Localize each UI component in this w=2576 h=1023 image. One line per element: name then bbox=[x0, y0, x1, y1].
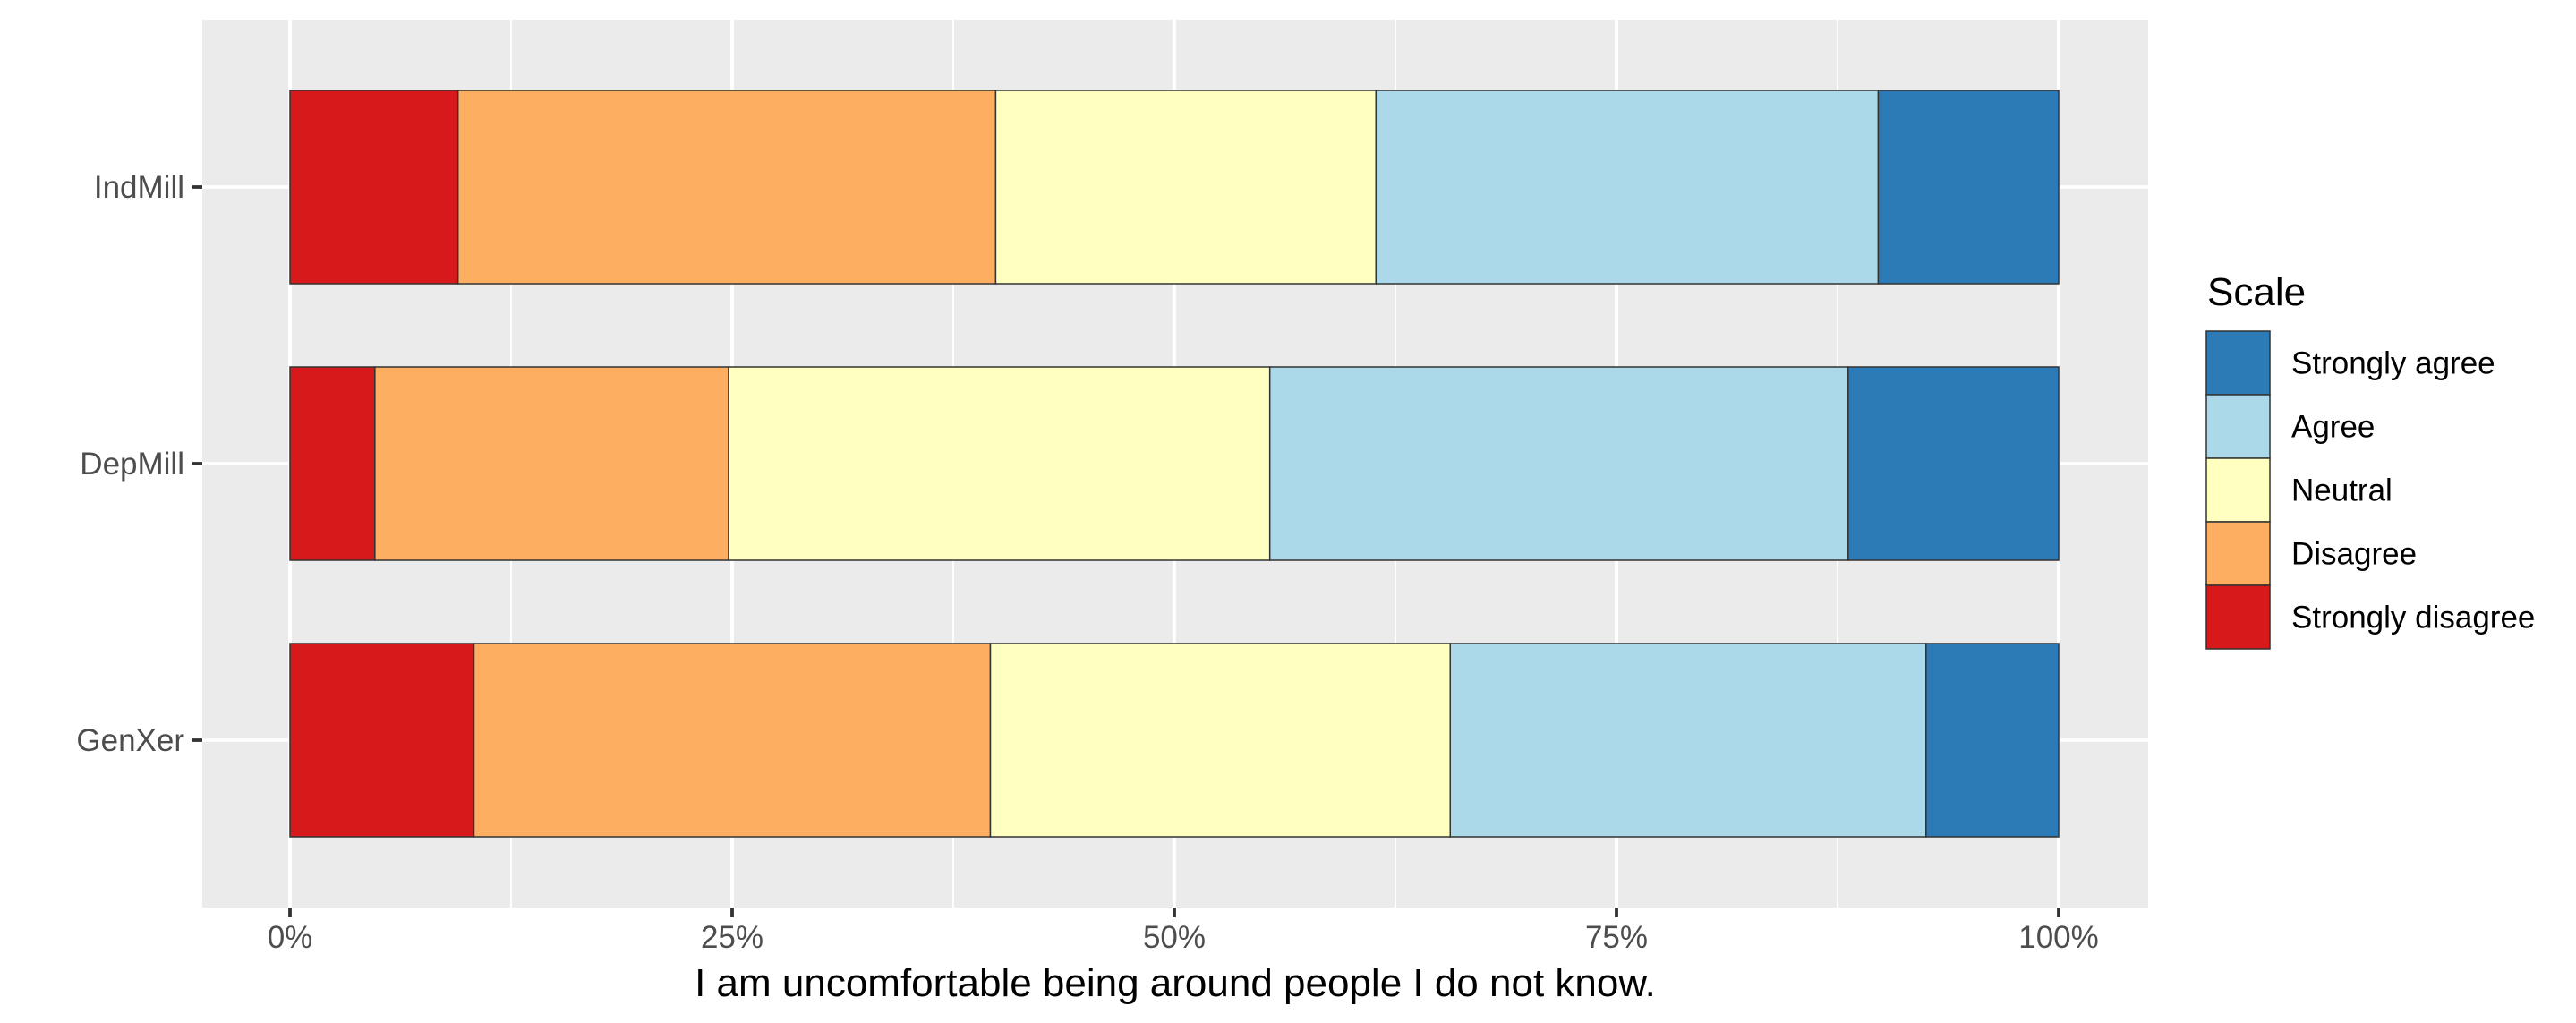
bar-segment-depmill-disagree bbox=[374, 366, 729, 561]
bars bbox=[289, 90, 2060, 838]
legend-key-neutral bbox=[2205, 457, 2271, 523]
bar-segment-indmill-neutral bbox=[994, 90, 1378, 285]
x-tick-label: 0% bbox=[268, 920, 313, 955]
y-axis: IndMill DepMill GenXer bbox=[76, 170, 202, 758]
bar-segment-genxer-neutral bbox=[989, 643, 1452, 838]
legend-key-strongly-agree bbox=[2205, 330, 2271, 396]
bar-segment-depmill-strongly-disagree bbox=[289, 366, 376, 561]
bar-segment-depmill-neutral bbox=[728, 366, 1271, 561]
y-tick-label: GenXer bbox=[76, 723, 184, 758]
bar-segment-depmill-agree bbox=[1268, 366, 1849, 561]
y-tick-label: DepMill bbox=[80, 447, 184, 482]
x-tick-label: 100% bbox=[2018, 920, 2099, 955]
legend-key-agree bbox=[2205, 394, 2271, 459]
bar-segment-genxer-agree bbox=[1449, 643, 1927, 838]
legend-key-disagree bbox=[2205, 521, 2271, 586]
legend-key-strongly-disagree bbox=[2205, 584, 2271, 650]
bar-segment-indmill-strongly-agree bbox=[1877, 90, 2060, 285]
bar-segment-indmill-disagree bbox=[456, 90, 997, 285]
legend-label: Strongly disagree bbox=[2291, 601, 2535, 635]
bar-segment-depmill-strongly-agree bbox=[1847, 366, 2060, 561]
x-axis-title: I am uncomfortable being around people I… bbox=[695, 961, 1656, 1005]
legend-title: Scale bbox=[2207, 270, 2306, 314]
legend: Scale Strongly agree Agree Neutral Disagree… bbox=[2205, 270, 2535, 650]
bar-segment-indmill-agree bbox=[1375, 90, 1880, 285]
legend-label: Agree bbox=[2291, 410, 2375, 445]
x-tick-label: 50% bbox=[1143, 920, 1206, 955]
legend-label: Disagree bbox=[2291, 537, 2417, 572]
x-tick-label: 25% bbox=[701, 920, 763, 955]
y-tick-label: IndMill bbox=[94, 170, 184, 205]
bar-segment-genxer-disagree bbox=[473, 643, 992, 838]
x-tick-label: 75% bbox=[1585, 920, 1648, 955]
bar-segment-genxer-strongly-agree bbox=[1925, 643, 2060, 838]
x-axis: 0% 25% 50% 75% 100% bbox=[268, 908, 2099, 955]
legend-label: Strongly agree bbox=[2291, 346, 2495, 381]
bar-segment-indmill-strongly-disagree bbox=[289, 90, 459, 285]
bar-segment-genxer-strongly-disagree bbox=[289, 643, 475, 838]
legend-label: Neutral bbox=[2291, 473, 2393, 508]
